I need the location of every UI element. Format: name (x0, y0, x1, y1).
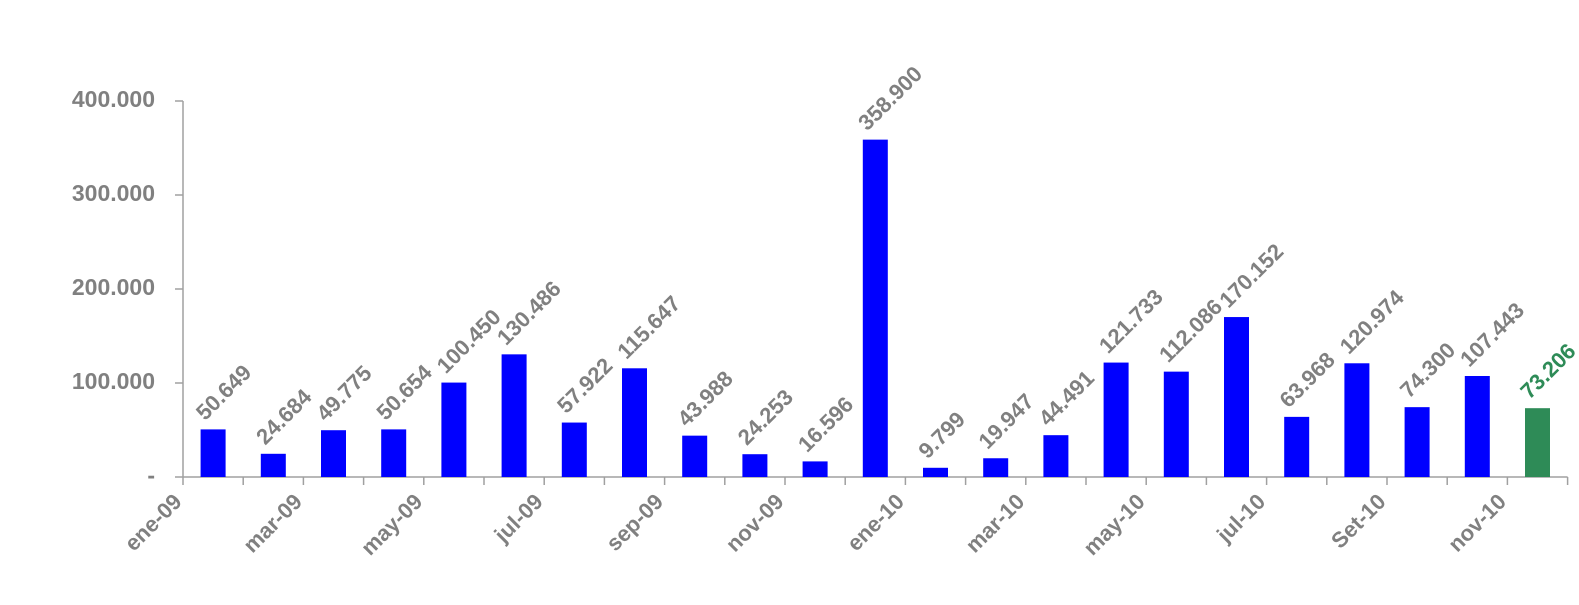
x-tick-label: ene-10 (842, 489, 909, 556)
value-label: 170.152 (1214, 239, 1288, 313)
x-tick-label: nov-09 (721, 489, 789, 557)
x-tick-label: mar-09 (238, 489, 307, 558)
bar (923, 467, 948, 477)
bar (260, 453, 286, 477)
y-tick-label: 400.000 (72, 86, 155, 112)
bar (561, 422, 587, 477)
bar (1464, 376, 1490, 477)
value-label: 358.900 (853, 61, 927, 135)
bar (1344, 363, 1370, 477)
bar (381, 429, 407, 477)
y-tick-label: 100.000 (72, 368, 155, 394)
x-tick-label: may-09 (356, 489, 427, 560)
bar (802, 461, 828, 477)
bar (1525, 408, 1550, 477)
bar (622, 368, 647, 477)
x-tick-label: may-10 (1078, 489, 1149, 560)
bar (321, 430, 346, 477)
bar (1043, 435, 1069, 477)
x-tick-label: jul-10 (1211, 489, 1270, 548)
value-label: 9.799 (913, 407, 970, 464)
value-label: 24.684 (251, 384, 317, 450)
bar (1404, 407, 1430, 477)
y-tick-label: - (147, 462, 155, 488)
bar (501, 354, 527, 477)
bar (1284, 416, 1310, 477)
value-label: 24.253 (733, 384, 798, 449)
value-label: 50.654 (372, 359, 438, 425)
y-tick-label: 300.000 (72, 180, 155, 206)
bar (441, 382, 467, 477)
value-label: 63.968 (1275, 347, 1340, 412)
value-label: 57.922 (552, 353, 617, 418)
x-tick-label: Set-10 (1326, 489, 1390, 553)
value-label: 130.486 (492, 276, 566, 350)
value-label: 107.443 (1455, 298, 1529, 372)
value-label: 50.649 (191, 360, 256, 425)
value-label: 16.596 (793, 392, 858, 457)
x-tick-label: jul-09 (489, 489, 548, 548)
x-tick-label: ene-09 (120, 489, 187, 556)
bar (200, 429, 226, 477)
x-tick-label: mar-10 (961, 489, 1030, 558)
bar (983, 458, 1009, 477)
bar (682, 435, 708, 477)
value-label: 43.988 (673, 366, 738, 431)
bar (1224, 317, 1249, 477)
value-label: 19.947 (974, 389, 1039, 454)
x-tick-label: sep-09 (601, 489, 668, 556)
value-label: 44.491 (1034, 365, 1099, 430)
value-label: 49.775 (311, 360, 376, 425)
bar (862, 139, 888, 477)
value-label: 73.206 (1515, 338, 1579, 403)
x-tick-label: nov-10 (1443, 489, 1511, 557)
value-label: 115.647 (612, 291, 685, 364)
value-label: 100.450 (432, 304, 506, 378)
value-label: 120.974 (1335, 284, 1409, 358)
y-tick-label: 200.000 (72, 274, 155, 300)
bar (1103, 362, 1129, 477)
bar (1163, 371, 1189, 477)
bar (742, 454, 768, 477)
value-label: 112.086 (1154, 294, 1227, 367)
value-label: 74.300 (1395, 337, 1460, 402)
